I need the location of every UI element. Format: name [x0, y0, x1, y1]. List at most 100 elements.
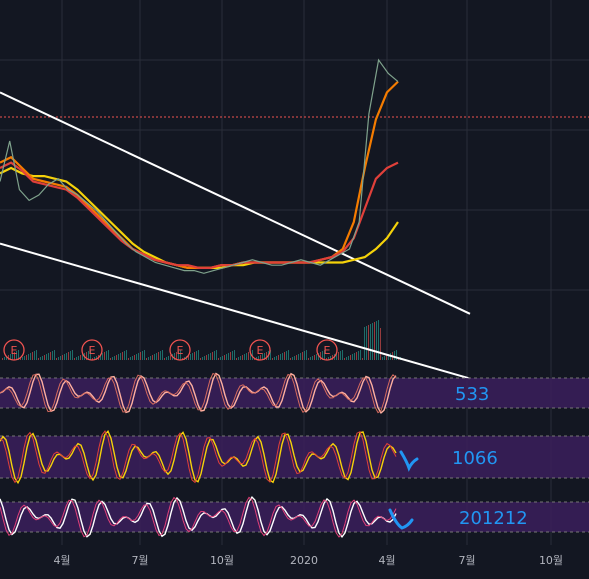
- volume-bar: [140, 352, 141, 360]
- volume-bar: [296, 355, 297, 360]
- oscillator-value-label: 533: [455, 384, 489, 405]
- volume-bar: [194, 352, 195, 360]
- volume-bar: [242, 355, 243, 360]
- volume-bar: [54, 350, 55, 360]
- oscillator-line: [0, 496, 397, 538]
- volume-bar: [278, 355, 279, 360]
- volume-bar: [308, 358, 309, 360]
- volume-bar: [174, 353, 175, 360]
- volume-bar: [238, 357, 239, 360]
- volume-bar: [244, 354, 245, 360]
- volume-bar: [224, 355, 225, 360]
- volume-bar: [344, 358, 345, 360]
- earnings-marker-label: E: [89, 344, 96, 357]
- earnings-marker-circle: [169, 339, 191, 361]
- volume-bar: [136, 354, 137, 360]
- volume-bar: [12, 353, 13, 360]
- volume-bar: [178, 351, 179, 360]
- volume-bar: [8, 355, 9, 360]
- volume-bar: [250, 351, 251, 360]
- volume-bar: [166, 357, 167, 360]
- earnings-marker-label: E: [324, 344, 331, 357]
- x-axis-tick-label: 10월: [210, 554, 234, 567]
- volume-bar: [82, 354, 83, 360]
- volume-bar: [146, 358, 147, 360]
- volume-bar: [264, 353, 265, 360]
- volume-bar: [236, 358, 237, 360]
- volume-bar: [286, 351, 287, 360]
- volume-bar: [6, 356, 7, 360]
- earnings-marker-label: E: [177, 344, 184, 357]
- volume-bar: [120, 353, 121, 360]
- volume-bar: [376, 321, 377, 360]
- volume-bar: [374, 322, 375, 360]
- volume-bar: [270, 350, 271, 360]
- oscillator-line: [0, 430, 397, 484]
- grid-lines: [0, 0, 589, 545]
- oscillator-value-label: 1066: [452, 448, 498, 469]
- earnings-marker[interactable]: E: [169, 339, 191, 361]
- volume-bar: [280, 354, 281, 360]
- volume-bar: [326, 358, 327, 360]
- volume-bar: [260, 355, 261, 360]
- volume-bar: [18, 350, 19, 360]
- volume-bar: [156, 353, 157, 360]
- volume-bar: [2, 358, 3, 360]
- volume-bar: [328, 357, 329, 360]
- volume-bar: [396, 350, 397, 360]
- earnings-marker[interactable]: E: [3, 339, 25, 361]
- volume-bar: [128, 358, 129, 360]
- earnings-marker[interactable]: E: [316, 339, 338, 361]
- volume-bar: [204, 356, 205, 360]
- volume-bar: [366, 326, 367, 360]
- volume-bar: [382, 357, 383, 360]
- volume-bar: [144, 350, 145, 360]
- volume-bar: [212, 352, 213, 360]
- earnings-marker[interactable]: E: [81, 339, 103, 361]
- volume-bar: [274, 357, 275, 360]
- volume-bar: [330, 356, 331, 360]
- volume-bar: [284, 352, 285, 360]
- volume-bar: [34, 351, 35, 360]
- trendline: [0, 91, 471, 315]
- volume-bar: [46, 354, 47, 360]
- volume-bar: [78, 356, 79, 360]
- x-axis-background: [0, 545, 589, 579]
- volume-bar: [318, 353, 319, 360]
- price-line: [0, 58, 399, 274]
- volume-bar: [72, 350, 73, 360]
- oscillator-panes: 533 1066 201212: [0, 372, 589, 539]
- volume-bar: [266, 352, 267, 360]
- volume-bar: [370, 324, 371, 360]
- volume-bar: [350, 355, 351, 360]
- volume-bar: [122, 352, 123, 360]
- volume-bar: [138, 353, 139, 360]
- x-axis-tick-label: 7월: [458, 554, 475, 567]
- oscillator-line: [0, 372, 397, 414]
- volume-bar: [158, 352, 159, 360]
- volume-bar: [132, 356, 133, 360]
- volume-bar: [380, 328, 381, 360]
- volume-bar: [198, 350, 199, 360]
- volume-bar: [14, 352, 15, 360]
- oscillator-pane: 533: [0, 372, 589, 414]
- volume-bar: [90, 350, 91, 360]
- volume-bar: [28, 354, 29, 360]
- volume-bar: [228, 353, 229, 360]
- volume-bar: [116, 355, 117, 360]
- volume-bar: [114, 356, 115, 360]
- volume-bar: [200, 358, 201, 360]
- oscillator-band: [0, 378, 589, 408]
- volume-bar: [336, 353, 337, 360]
- earnings-marker-circle: [81, 339, 103, 361]
- volume-bar: [304, 351, 305, 360]
- volume-bar: [364, 327, 365, 360]
- volume-bar: [70, 351, 71, 360]
- earnings-marker-label: E: [257, 344, 264, 357]
- volume-bar: [386, 355, 387, 360]
- earnings-marker[interactable]: E: [249, 339, 271, 361]
- volume-bar: [378, 320, 379, 360]
- trendline: [0, 242, 471, 380]
- oscillator-pane: 201212: [0, 495, 589, 539]
